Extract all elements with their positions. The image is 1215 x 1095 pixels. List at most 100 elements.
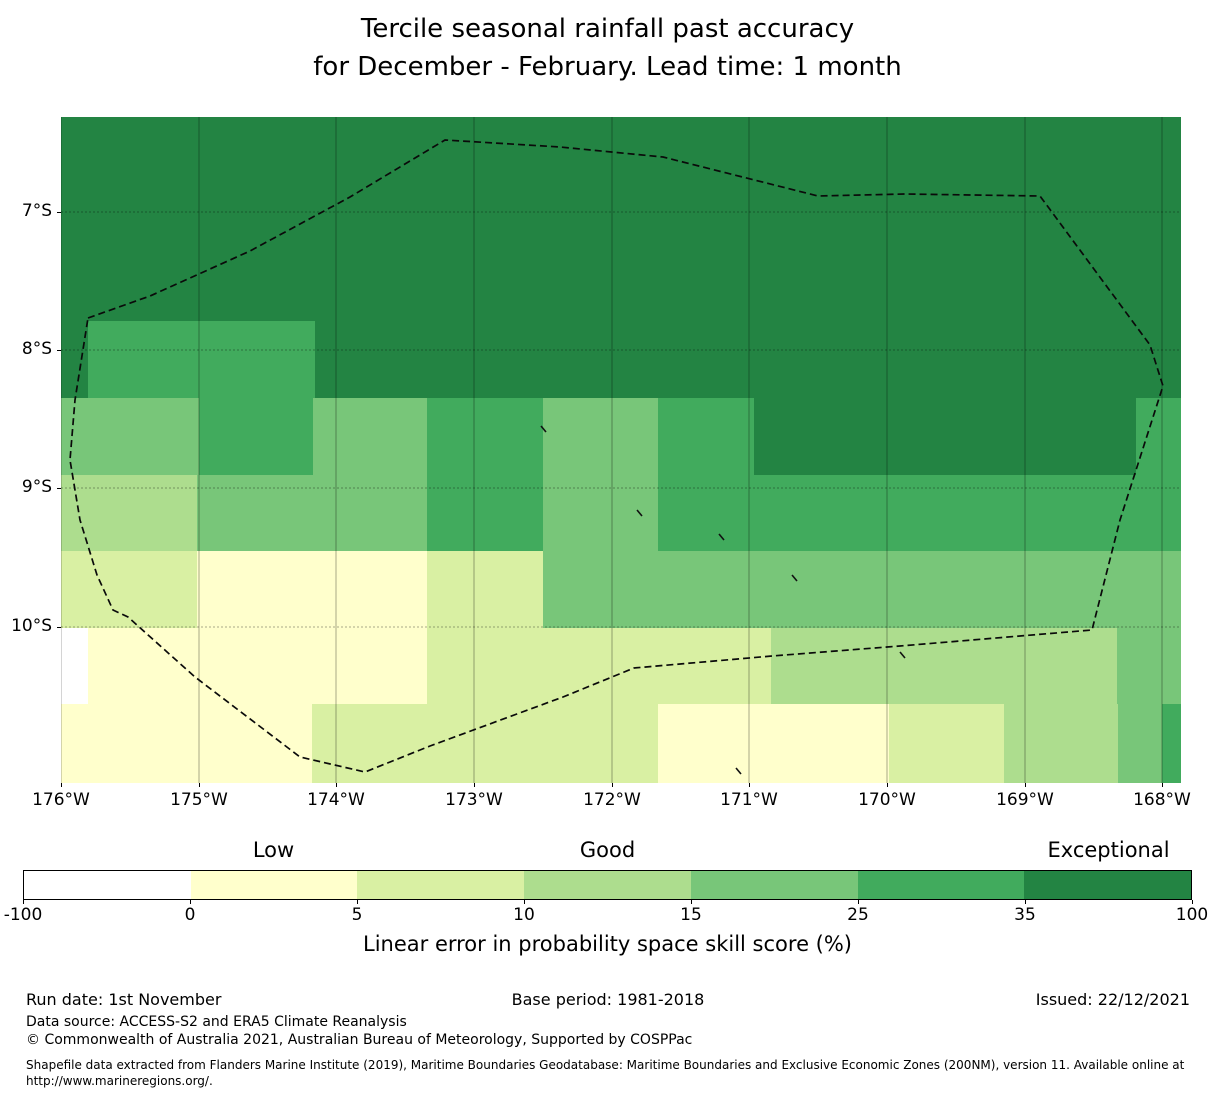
colorbar-category-label: Low — [252, 838, 295, 862]
x-tick-mark — [474, 783, 475, 787]
colorbar-ticks: -100 0 5 10 15 25 35 100 — [4, 900, 1208, 928]
x-tick-mark — [61, 783, 62, 787]
map-cell — [61, 117, 1181, 321]
chart-title-line1: Tercile seasonal rainfall past accuracy — [360, 14, 855, 44]
x-tick-label: 172°W — [583, 790, 641, 810]
island-mark — [636, 509, 643, 517]
map-cell — [543, 398, 658, 475]
colorbar-tick-mark — [858, 900, 859, 904]
footer-row: Run date: 1st November Base period: 1981… — [26, 990, 1190, 1009]
map-cell — [543, 551, 1181, 628]
map-cell — [1004, 704, 1118, 783]
x-tick-label: 173°W — [445, 790, 503, 810]
colorbar-tick-label: 0 — [184, 905, 196, 925]
map-cell — [1162, 704, 1181, 783]
colorbar-tick-mark — [524, 900, 525, 904]
colorbar-category-label: Exceptional — [1047, 838, 1170, 862]
map-cell — [427, 398, 543, 475]
colorbar-segment — [357, 871, 525, 899]
x-tick-label: 169°W — [996, 790, 1054, 810]
map-cell — [88, 628, 427, 704]
y-tick-label: 9°S — [21, 477, 52, 497]
run-date-text: Run date: 1st November — [26, 990, 222, 1009]
island-mark — [899, 651, 906, 659]
colorbar-axis-label: Linear error in probability space skill … — [363, 932, 852, 956]
island-mark — [735, 767, 742, 775]
map-cell — [658, 398, 754, 475]
colorbar — [23, 870, 1192, 900]
colorbar-segment — [524, 871, 691, 899]
map-cell — [754, 398, 1136, 475]
data-source-text: Data source: ACCESS-S2 and ERA5 Climate … — [26, 1014, 407, 1030]
colorbar-tick-label: 10 — [513, 905, 535, 925]
island-mark — [540, 425, 547, 433]
x-tick-mark — [612, 783, 613, 787]
map-cell — [1136, 398, 1181, 475]
base-period-text: Base period: 1981-2018 — [511, 990, 705, 1009]
map-cell — [427, 551, 543, 628]
eez-boundary — [69, 139, 1164, 773]
map-cell — [61, 321, 88, 398]
colorbar-tick-mark — [691, 900, 692, 904]
copyright-text: © Commonwealth of Australia 2021, Austra… — [26, 1032, 693, 1048]
map-cell — [1117, 628, 1181, 704]
map-cell — [1118, 704, 1162, 783]
colorbar-tick-label: 100 — [1175, 905, 1209, 925]
shapefile-note-line1: Shapefile data extracted from Flanders M… — [26, 1058, 1185, 1072]
chart-title: Tercile seasonal rainfall past accuracy … — [0, 10, 1215, 86]
map-cell — [658, 475, 1181, 551]
map-cell — [315, 321, 1181, 398]
colorbar-tick-mark — [357, 900, 358, 904]
colorbar-tick-label: 35 — [1014, 905, 1036, 925]
y-tick-mark — [57, 212, 61, 213]
map-cell — [88, 321, 315, 398]
map-cell — [61, 704, 312, 783]
colorbar-segment — [857, 871, 1025, 899]
map-cell — [543, 475, 658, 551]
colorbar-segment — [1024, 871, 1192, 899]
map-cell — [61, 551, 197, 628]
map-cell — [199, 398, 313, 475]
y-tick-mark — [57, 627, 61, 628]
colorbar-tick-label: 15 — [680, 905, 702, 925]
colorbar-segment — [690, 871, 858, 899]
x-tick-mark — [336, 783, 337, 787]
y-tick-label: 8°S — [21, 339, 52, 359]
colorbar-tick-label: -100 — [3, 905, 43, 925]
colorbar-block: Low Good Exceptional -100 0 5 10 15 25 35 100 — [4, 838, 1209, 928]
y-tick-label: 10°S — [11, 616, 52, 636]
map-cell — [889, 704, 1004, 783]
map-cell — [312, 704, 658, 783]
x-tick-label: 170°W — [858, 790, 916, 810]
colorbar-tick-mark — [23, 900, 24, 904]
x-tick-label: 176°W — [32, 790, 90, 810]
island-mark — [718, 533, 725, 541]
map-cell — [197, 475, 427, 551]
map-cell — [61, 628, 88, 704]
x-tick-mark — [749, 783, 750, 787]
x-tick-mark — [199, 783, 200, 787]
map-cell — [61, 398, 199, 475]
y-tick-mark — [57, 488, 61, 489]
map-cell — [771, 628, 1117, 704]
map-cell — [61, 475, 197, 551]
colorbar-category-labels: Low Good Exceptional — [23, 838, 1192, 870]
colorbar-segment — [24, 871, 191, 899]
colorbar-tick-label: 25 — [847, 905, 869, 925]
x-tick-mark — [1162, 783, 1163, 787]
colorbar-tick-mark — [1192, 900, 1193, 904]
y-tick-mark — [57, 350, 61, 351]
x-tick-mark — [1025, 783, 1026, 787]
x-tick-label: 168°W — [1133, 790, 1191, 810]
shapefile-note-line2: http://www.marineregions.org/. — [26, 1074, 213, 1088]
colorbar-tick-label: 5 — [351, 905, 363, 925]
x-tick-mark — [887, 783, 888, 787]
colorbar-tick-mark — [1025, 900, 1026, 904]
chart-title-line2: for December - February. Lead time: 1 mo… — [313, 52, 902, 82]
map-cell — [313, 398, 427, 475]
map-plot — [61, 117, 1181, 783]
map-cell — [427, 475, 543, 551]
map-cell — [197, 551, 427, 628]
x-tick-label: 175°W — [170, 790, 228, 810]
